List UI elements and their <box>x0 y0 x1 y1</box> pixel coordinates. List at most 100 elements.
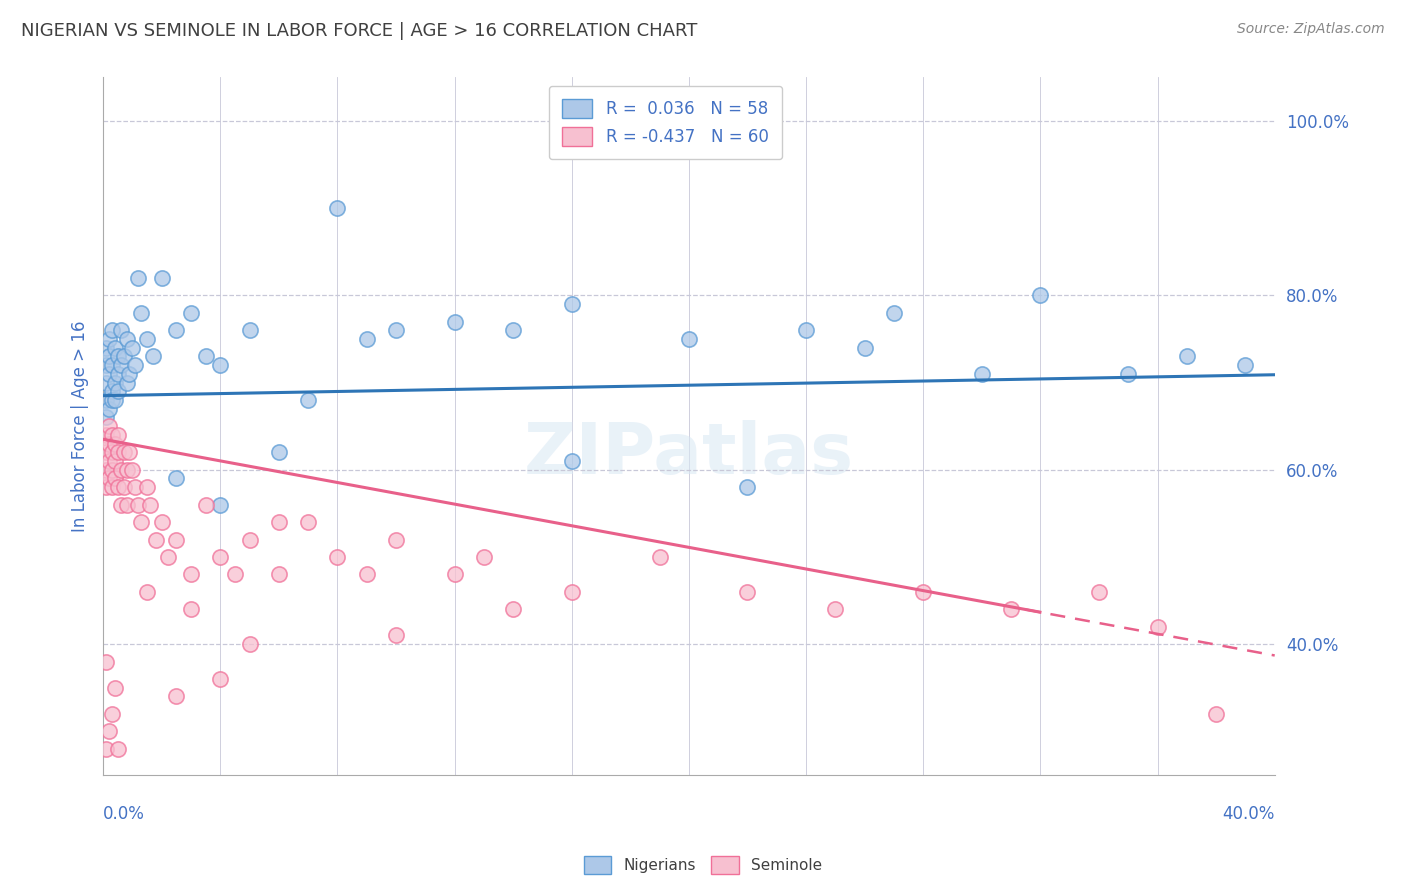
Point <box>121 463 143 477</box>
Point <box>883 306 905 320</box>
Point <box>94 463 117 477</box>
Point <box>970 367 993 381</box>
Point <box>648 549 671 564</box>
Point <box>98 454 121 468</box>
Point <box>180 567 202 582</box>
Point <box>737 584 759 599</box>
Point <box>127 498 149 512</box>
Point <box>101 463 124 477</box>
Point <box>194 498 217 512</box>
Point <box>267 567 290 582</box>
Point <box>101 480 124 494</box>
Point <box>209 672 232 686</box>
Point <box>267 515 290 529</box>
Text: 40.0%: 40.0% <box>1222 805 1275 823</box>
Point <box>124 480 146 494</box>
Point <box>194 350 217 364</box>
Point <box>118 367 141 381</box>
Point <box>98 419 121 434</box>
Point <box>145 533 167 547</box>
Point <box>443 567 465 582</box>
Point <box>104 341 127 355</box>
Text: ZIPatlas: ZIPatlas <box>524 419 853 489</box>
Point <box>326 201 349 215</box>
Point <box>104 392 127 407</box>
Point <box>115 332 138 346</box>
Point <box>1146 620 1168 634</box>
Point <box>94 480 117 494</box>
Point <box>224 567 246 582</box>
Point <box>94 655 117 669</box>
Point <box>112 350 135 364</box>
Point <box>142 350 165 364</box>
Point <box>139 498 162 512</box>
Point <box>737 480 759 494</box>
Point <box>101 323 124 337</box>
Point <box>1088 584 1111 599</box>
Point <box>94 445 117 459</box>
Point <box>209 358 232 372</box>
Point <box>239 533 262 547</box>
Point <box>104 454 127 468</box>
Point <box>502 323 524 337</box>
Point <box>136 332 159 346</box>
Point <box>101 428 124 442</box>
Point <box>115 498 138 512</box>
Point <box>912 584 935 599</box>
Point <box>104 681 127 695</box>
Point <box>502 602 524 616</box>
Point <box>94 428 117 442</box>
Point <box>101 384 124 399</box>
Point <box>356 567 378 582</box>
Point <box>104 436 127 450</box>
Point <box>107 350 129 364</box>
Point <box>156 549 179 564</box>
Point <box>98 724 121 739</box>
Point <box>110 463 132 477</box>
Point <box>104 376 127 390</box>
Text: Source: ZipAtlas.com: Source: ZipAtlas.com <box>1237 22 1385 37</box>
Point <box>112 480 135 494</box>
Point <box>115 463 138 477</box>
Text: 0.0%: 0.0% <box>103 805 145 823</box>
Point <box>127 271 149 285</box>
Point <box>1175 350 1198 364</box>
Point <box>356 332 378 346</box>
Point <box>110 498 132 512</box>
Point <box>824 602 846 616</box>
Point <box>98 471 121 485</box>
Point <box>165 690 187 704</box>
Point <box>107 741 129 756</box>
Point <box>561 454 583 468</box>
Point <box>94 741 117 756</box>
Point <box>180 306 202 320</box>
Point <box>180 602 202 616</box>
Text: NIGERIAN VS SEMINOLE IN LABOR FORCE | AGE > 16 CORRELATION CHART: NIGERIAN VS SEMINOLE IN LABOR FORCE | AG… <box>21 22 697 40</box>
Point <box>98 401 121 416</box>
Point <box>1116 367 1139 381</box>
Point <box>107 384 129 399</box>
Point <box>107 445 129 459</box>
Point <box>136 584 159 599</box>
Point <box>326 549 349 564</box>
Legend: R =  0.036   N = 58, R = -0.437   N = 60: R = 0.036 N = 58, R = -0.437 N = 60 <box>550 86 782 160</box>
Point <box>98 367 121 381</box>
Point <box>209 549 232 564</box>
Point <box>115 376 138 390</box>
Point <box>165 323 187 337</box>
Point <box>101 706 124 721</box>
Point <box>101 392 124 407</box>
Point <box>150 271 173 285</box>
Point <box>472 549 495 564</box>
Legend: Nigerians, Seminole: Nigerians, Seminole <box>578 850 828 880</box>
Point <box>98 332 121 346</box>
Point <box>150 515 173 529</box>
Point <box>1000 602 1022 616</box>
Point <box>561 297 583 311</box>
Point <box>110 358 132 372</box>
Point <box>98 436 121 450</box>
Y-axis label: In Labor Force | Age > 16: In Labor Force | Age > 16 <box>72 320 89 532</box>
Point <box>297 515 319 529</box>
Point <box>267 445 290 459</box>
Point <box>297 392 319 407</box>
